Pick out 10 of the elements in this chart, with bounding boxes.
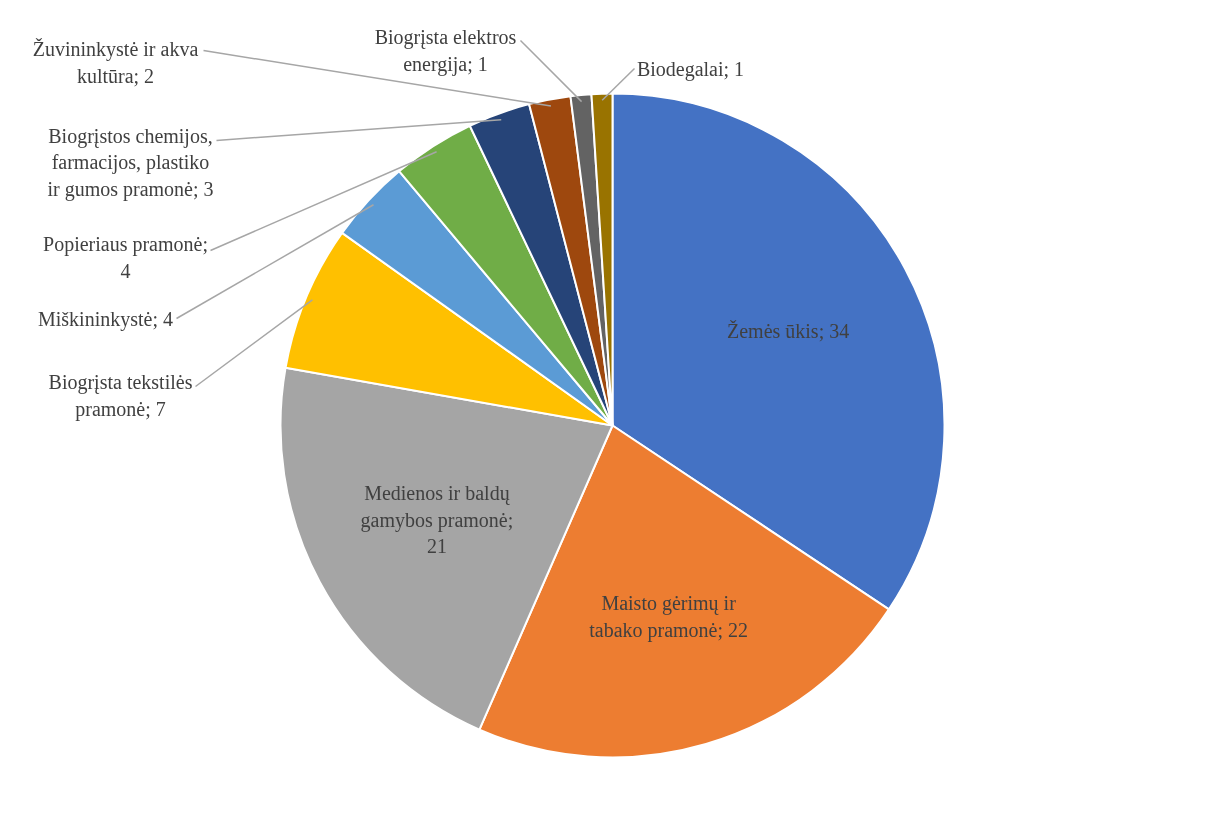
slice-label: Medienos ir baldų gamybos pramonė; 21: [360, 482, 514, 557]
slice-label: Žemės ūkis; 34: [726, 320, 850, 343]
slice-label: Biodegalai; 1: [636, 57, 745, 81]
slice-label: Biogrįsta tekstilės pramonė; 7: [48, 371, 193, 421]
slice-label: Biogrįsta elektros energija; 1: [374, 26, 517, 76]
slice-label: Žuvininkystė ir akva kultūra; 2: [32, 38, 199, 87]
slice-label: Popieriaus pramonė; 4: [43, 233, 208, 282]
slice-label: Miškininkystė; 4: [38, 307, 174, 331]
slice-label: Maisto gėrimų ir tabako pramonė; 22: [589, 592, 749, 642]
slice-label: Biogrįstos chemijos, farmacijos, plastiko ir gumos pramonė; 3: [47, 125, 214, 201]
